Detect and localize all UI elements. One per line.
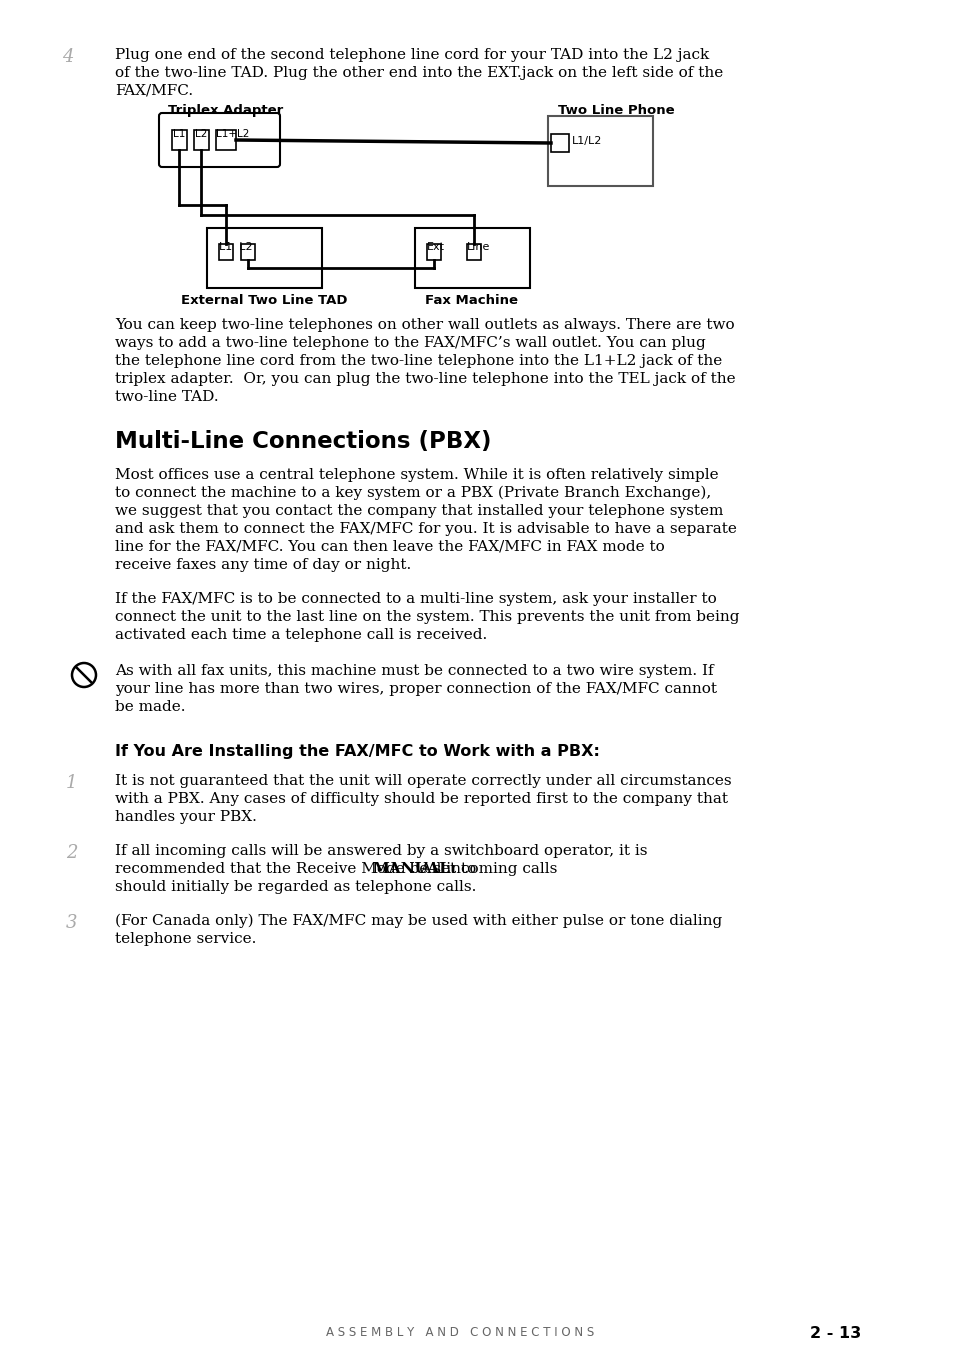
Text: your line has more than two wires, proper connection of the FAX/MFC cannot: your line has more than two wires, prope… [115, 681, 717, 696]
Text: L1: L1 [172, 128, 185, 139]
Text: recommended that the Receive Mode be set to: recommended that the Receive Mode be set… [115, 863, 480, 876]
Text: handles your PBX.: handles your PBX. [115, 810, 256, 823]
Bar [415, 228, 530, 288]
Text: 2 - 13: 2 - 13 [809, 1326, 861, 1341]
Text: L2: L2 [194, 128, 207, 139]
Bar [193, 130, 209, 150]
Text: L1/L2: L1/L2 [572, 137, 601, 146]
FancyBboxPatch shape [159, 114, 280, 168]
Text: ways to add a two-line telephone to the FAX/MFC’s wall outlet. You can plug: ways to add a two-line telephone to the … [115, 337, 705, 350]
Text: 3: 3 [66, 914, 77, 932]
Text: be made.: be made. [115, 700, 185, 714]
Text: If the FAX/MFC is to be connected to a multi-line system, ask your installer to: If the FAX/MFC is to be connected to a m… [115, 592, 716, 606]
Text: If all incoming calls will be answered by a switchboard operator, it is: If all incoming calls will be answered b… [115, 844, 647, 859]
Text: Fax Machine: Fax Machine [425, 293, 518, 307]
Text: Most offices use a central telephone system. While it is often relatively simple: Most offices use a central telephone sys… [115, 468, 718, 483]
Text: As with all fax units, this machine must be connected to a two wire system. If: As with all fax units, this machine must… [115, 664, 713, 677]
Circle shape [71, 662, 96, 687]
Text: 2: 2 [66, 844, 77, 863]
Text: L1+L2: L1+L2 [215, 128, 249, 139]
Text: to connect the machine to a key system or a PBX (Private Branch Exchange),: to connect the machine to a key system o… [115, 485, 711, 500]
Text: L1  L2: L1 L2 [219, 242, 253, 251]
Text: External Two Line TAD: External Two Line TAD [180, 293, 347, 307]
Bar [467, 243, 480, 260]
Text: Ext: Ext [427, 242, 444, 251]
Text: Plug one end of the second telephone line cord for your TAD into the L2 jack: Plug one end of the second telephone lin… [115, 49, 708, 62]
Text: connect the unit to the last line on the system. This prevents the unit from bei: connect the unit to the last line on the… [115, 610, 739, 625]
Text: line for the FAX/MFC. You can then leave the FAX/MFC in FAX mode to: line for the FAX/MFC. You can then leave… [115, 539, 664, 554]
Bar [551, 134, 568, 151]
Text: Multi-Line Connections (PBX): Multi-Line Connections (PBX) [115, 430, 491, 453]
Text: Two Line Phone: Two Line Phone [558, 104, 674, 118]
Text: two-line TAD.: two-line TAD. [115, 389, 218, 404]
Bar [547, 116, 652, 187]
Text: It is not guaranteed that the unit will operate correctly under all circumstance: It is not guaranteed that the unit will … [115, 773, 731, 788]
Bar [172, 130, 187, 150]
Text: activated each time a telephone call is received.: activated each time a telephone call is … [115, 627, 487, 642]
Bar [207, 228, 322, 288]
Text: If You Are Installing the FAX/MFC to Work with a PBX:: If You Are Installing the FAX/MFC to Wor… [115, 744, 599, 758]
Text: Triplex Adapter: Triplex Adapter [168, 104, 283, 118]
Text: we suggest that you contact the company that installed your telephone system: we suggest that you contact the company … [115, 504, 722, 518]
Bar [215, 130, 235, 150]
Bar [219, 243, 233, 260]
Text: FAX/MFC.: FAX/MFC. [115, 84, 193, 97]
Text: of the two-line TAD. Plug the other end into the EXT.jack on the left side of th: of the two-line TAD. Plug the other end … [115, 66, 722, 80]
Text: receive faxes any time of day or night.: receive faxes any time of day or night. [115, 558, 411, 572]
Text: with a PBX. Any cases of difficulty should be reported first to the company that: with a PBX. Any cases of difficulty shou… [115, 792, 727, 806]
Text: 4: 4 [62, 49, 73, 66]
Text: A S S E M B L Y   A N D   C O N N E C T I O N S: A S S E M B L Y A N D C O N N E C T I O … [326, 1326, 594, 1338]
Bar [241, 243, 254, 260]
Text: should initially be regarded as telephone calls.: should initially be regarded as telephon… [115, 880, 476, 894]
Text: telephone service.: telephone service. [115, 932, 256, 946]
Text: the telephone line cord from the two-line telephone into the L1+L2 jack of the: the telephone line cord from the two-lin… [115, 354, 721, 368]
Text: You can keep two-line telephones on other wall outlets as always. There are two: You can keep two-line telephones on othe… [115, 318, 734, 333]
Bar [427, 243, 440, 260]
Text: MANUAL: MANUAL [372, 863, 450, 876]
Text: 1: 1 [66, 773, 77, 792]
Text: and ask them to connect the FAX/MFC for you. It is advisable to have a separate: and ask them to connect the FAX/MFC for … [115, 522, 736, 535]
Text: (For Canada only) The FAX/MFC may be used with either pulse or tone dialing: (For Canada only) The FAX/MFC may be use… [115, 914, 721, 929]
Text: triplex adapter.  Or, you can plug the two-line telephone into the TEL jack of t: triplex adapter. Or, you can plug the tw… [115, 372, 735, 387]
Text: Line: Line [467, 242, 490, 251]
Text: . All incoming calls: . All incoming calls [411, 863, 557, 876]
